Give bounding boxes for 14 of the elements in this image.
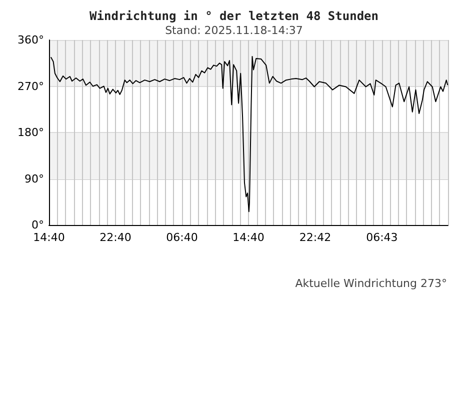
chart-subtitle: Stand: 2025.11.18-14:37: [165, 24, 303, 37]
x-tick-label: 06:43: [366, 231, 398, 244]
y-tick-label: 90°: [24, 172, 44, 186]
y-tick-label: 360°: [18, 34, 44, 46]
x-tick-label: 14:40: [232, 231, 264, 244]
y-tick-label: 270°: [18, 80, 44, 93]
x-tick-label: 22:40: [100, 231, 132, 244]
text: Aktuelle Windrichtung 273°: [295, 277, 447, 290]
x-tick-label: 14:40: [33, 231, 65, 244]
y-tick-label: 0°: [32, 218, 44, 232]
x-tick-label: 06:40: [166, 231, 198, 244]
x-tick-label: 22:42: [299, 231, 332, 244]
y-tick-label: 180°: [18, 126, 44, 139]
chart-title: Windrichtung in ° der letzten 48 Stunden: [90, 9, 378, 23]
